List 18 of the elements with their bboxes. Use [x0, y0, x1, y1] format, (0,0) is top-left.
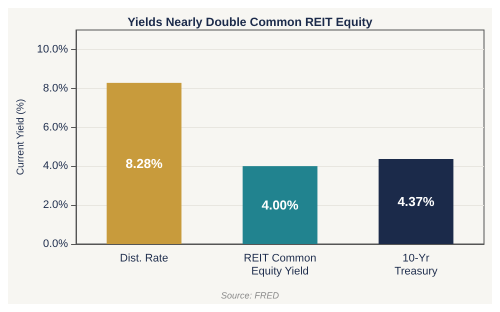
- bar: [106, 82, 182, 244]
- bar: [242, 166, 318, 244]
- y-tick-label: 4.0%: [43, 160, 68, 172]
- y-tick-label: 2.0%: [43, 199, 68, 212]
- data-label: 4.00%: [262, 198, 299, 213]
- x-tick-label: REIT Common Equity Yield: [244, 252, 316, 278]
- bar: [378, 158, 454, 244]
- y-axis-title: Current Yield (%): [16, 98, 26, 176]
- x-tick-label: Dist. Rate: [120, 252, 168, 264]
- y-tick-label: 6.0%: [43, 121, 68, 134]
- y-tick-label: 0.0%: [43, 238, 68, 250]
- source-note: Source: FRED: [220, 290, 280, 300]
- y-tick-label: 8.0%: [43, 82, 68, 94]
- x-tick-label: 10-Yr Treasury: [394, 252, 438, 278]
- chart-title: Yields Nearly Double Common REIT Equity: [128, 15, 373, 29]
- y-tick-label: 10.0%: [36, 43, 68, 56]
- data-label: 4.37%: [398, 194, 435, 209]
- data-label: 8.28%: [126, 156, 163, 171]
